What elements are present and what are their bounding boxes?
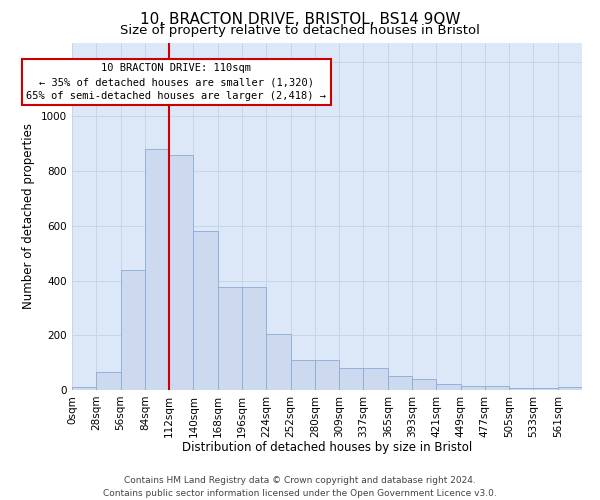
Bar bbox=[121, 270, 145, 390]
Bar bbox=[339, 368, 364, 390]
Bar bbox=[218, 288, 242, 390]
Text: Contains HM Land Registry data © Crown copyright and database right 2024.
Contai: Contains HM Land Registry data © Crown c… bbox=[103, 476, 497, 498]
Bar bbox=[266, 334, 290, 390]
Bar bbox=[388, 376, 412, 390]
Text: 10 BRACTON DRIVE: 110sqm
← 35% of detached houses are smaller (1,320)
65% of sem: 10 BRACTON DRIVE: 110sqm ← 35% of detach… bbox=[26, 63, 326, 101]
Text: 10, BRACTON DRIVE, BRISTOL, BS14 9QW: 10, BRACTON DRIVE, BRISTOL, BS14 9QW bbox=[140, 12, 460, 26]
Bar bbox=[509, 388, 533, 390]
Bar bbox=[558, 388, 582, 390]
Bar bbox=[364, 368, 388, 390]
Bar bbox=[169, 154, 193, 390]
Bar bbox=[461, 386, 485, 390]
Bar bbox=[96, 372, 121, 390]
Bar bbox=[145, 149, 169, 390]
Text: Size of property relative to detached houses in Bristol: Size of property relative to detached ho… bbox=[120, 24, 480, 37]
Bar bbox=[72, 386, 96, 390]
X-axis label: Distribution of detached houses by size in Bristol: Distribution of detached houses by size … bbox=[182, 441, 472, 454]
Bar bbox=[242, 288, 266, 390]
Bar bbox=[193, 232, 218, 390]
Bar bbox=[533, 388, 558, 390]
Bar bbox=[315, 360, 339, 390]
Bar bbox=[436, 384, 461, 390]
Bar bbox=[290, 360, 315, 390]
Bar bbox=[485, 386, 509, 390]
Y-axis label: Number of detached properties: Number of detached properties bbox=[22, 123, 35, 309]
Bar bbox=[412, 378, 436, 390]
